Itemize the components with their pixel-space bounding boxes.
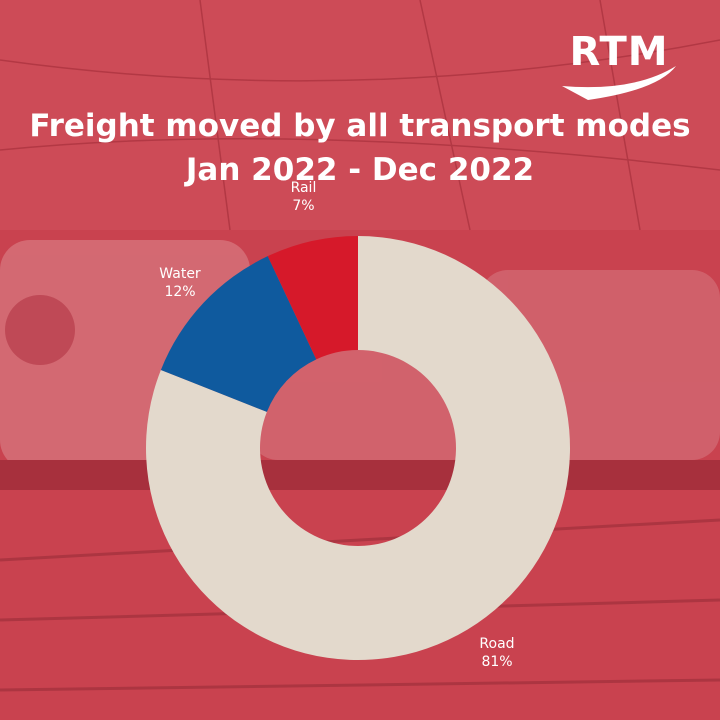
- slice-value-rail: 7%: [292, 198, 314, 214]
- slice-value-water: 12%: [164, 284, 195, 300]
- chart-subtitle: Jan 2022 - Dec 2022: [185, 152, 535, 188]
- slice-label-rail: Rail: [291, 180, 317, 196]
- slice-rail: [267, 236, 358, 360]
- slice-label-road: Road: [479, 636, 514, 652]
- slice-label-water: Water: [159, 266, 201, 282]
- rtm-logo: RTM: [554, 28, 684, 108]
- logo-text: RTM: [569, 29, 669, 75]
- slice-value-road: 81%: [481, 654, 512, 670]
- chart-title: Freight moved by all transport modes: [29, 108, 691, 144]
- slice-road: [145, 236, 570, 661]
- logo-swoosh-icon: [562, 66, 676, 100]
- slice-water: [160, 256, 317, 412]
